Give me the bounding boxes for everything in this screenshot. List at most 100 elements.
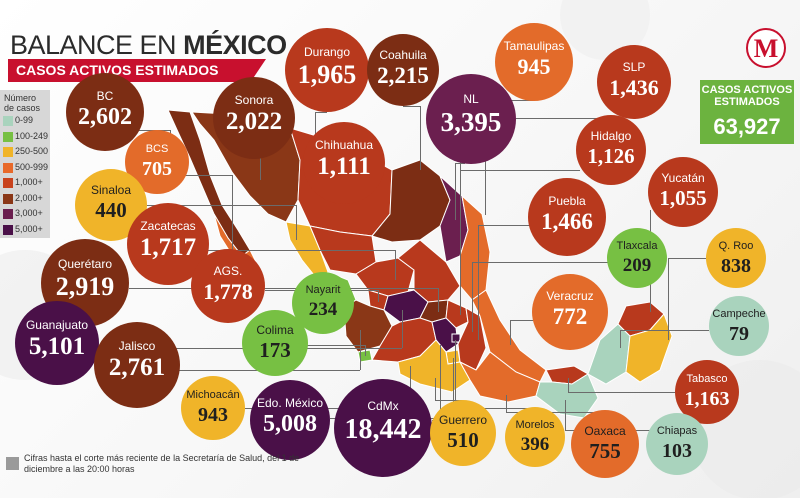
subtitle-banner: CASOS ACTIVOS ESTIMADOS: [8, 59, 266, 82]
leader-line: [420, 106, 421, 170]
state-value: 510: [447, 428, 479, 453]
state-name: Guerrero: [438, 413, 488, 428]
state-value: 3,395: [440, 107, 502, 137]
map-region-veracruz: [471, 289, 547, 383]
state-bubble: Puebla 1,466: [528, 178, 606, 256]
state-bubble: Oaxaca 755: [571, 410, 639, 478]
state-value: 1,436: [609, 74, 659, 100]
state-bubble: Tabasco 1,163: [675, 360, 739, 424]
legend-swatch: [3, 193, 13, 204]
state-bubble: Edo. México 5,008: [250, 380, 330, 460]
leader-line: [403, 106, 420, 107]
legend-label: 3,000+: [15, 208, 43, 218]
subtitle-text: CASOS ACTIVOS ESTIMADOS: [16, 62, 219, 78]
state-name: AGS.: [213, 263, 243, 278]
leader-line: [180, 175, 232, 176]
state-bubble: Hidalgo 1,126: [576, 115, 646, 185]
leader-line: [620, 330, 709, 331]
state-name: Nayarit: [305, 284, 341, 297]
state-bubble: Tamaulipas 945: [495, 23, 573, 101]
title-prefix: BALANCE EN: [10, 30, 177, 60]
state-bubble: Chihuahua 1,111: [303, 122, 385, 204]
state-name: Hidalgo: [590, 129, 632, 143]
state-value: 2,602: [78, 103, 132, 130]
state-bubble: Guanajuato 5,101: [15, 301, 99, 385]
leader-line: [435, 400, 463, 401]
state-bubble: Durango 1,965: [285, 28, 369, 112]
leader-line: [307, 345, 365, 346]
state-name: CdMx: [367, 398, 399, 413]
state-value: 18,442: [344, 413, 422, 445]
state-value: 945: [517, 53, 551, 79]
leader-line: [365, 345, 366, 356]
title-country: MÉXICO: [183, 30, 287, 60]
total-label: CASOS ACTIVOS ESTIMADOS: [701, 84, 793, 108]
leader-line: [453, 408, 535, 409]
leader-line: [565, 400, 566, 430]
legend-swatch: [3, 162, 13, 173]
leader-line: [315, 112, 327, 113]
state-name: Colima: [256, 323, 294, 338]
state-value: 1,055: [659, 186, 707, 210]
state-value: 1,778: [203, 278, 253, 304]
state-name: Sinaloa: [90, 183, 132, 198]
state-name: NL: [463, 92, 479, 106]
leader-line: [435, 378, 436, 400]
state-bubble: Jalisco 2,761: [94, 322, 180, 408]
state-bubble: Veracruz 772: [532, 274, 608, 350]
state-value: 943: [198, 403, 228, 426]
state-bubble: Q. Roo 838: [706, 228, 766, 288]
state-bubble: Colima 173: [242, 310, 308, 376]
state-name: Guanajuato: [25, 317, 89, 332]
leader-line: [440, 345, 441, 418]
state-value: 79: [729, 323, 749, 345]
state-bubble: BC 2,602: [66, 73, 144, 151]
total-box: CASOS ACTIVOS ESTIMADOS 63,927: [700, 80, 794, 144]
state-name: Durango: [303, 44, 351, 59]
state-name: Tamaulipas: [503, 38, 565, 53]
leader-line: [568, 392, 675, 393]
leader-line: [506, 395, 507, 412]
state-value: 1,717: [139, 234, 197, 262]
state-value: 103: [662, 440, 692, 463]
leader-line: [460, 170, 461, 315]
state-bubble: Yucatán 1,055: [648, 157, 718, 227]
leader-line: [438, 288, 439, 312]
state-name: Oaxaca: [584, 423, 626, 438]
footnote-marker: [6, 457, 19, 470]
leader-line: [460, 118, 615, 119]
leader-line: [668, 258, 669, 340]
legend-swatch: [3, 209, 13, 219]
legend-item: 1,000+: [0, 176, 50, 190]
state-bubble: Sonora 2,022: [213, 77, 295, 159]
state-value: 1,126: [587, 144, 635, 168]
state-value: 209: [622, 255, 652, 276]
state-value: 838: [721, 255, 751, 277]
state-name: SLP: [622, 59, 646, 74]
leader-line: [296, 205, 297, 240]
legend-item: 2,000+: [0, 192, 50, 206]
state-value: 755: [589, 438, 621, 463]
state-value: 772: [552, 304, 588, 330]
map-region-coahuila: [371, 159, 451, 243]
state-name: Yucatán: [661, 171, 705, 185]
legend-label: 100-249: [15, 130, 49, 141]
state-name: Jalisco: [118, 339, 156, 354]
legend-item: 100-249: [0, 130, 50, 144]
state-bubble: NL 3,395: [426, 74, 516, 164]
leader-line: [402, 310, 403, 348]
state-name: Tlaxcala: [616, 240, 658, 252]
logo-letter: M: [753, 34, 779, 63]
legend: Número de casos 0-99 100-249 250-500 500-99…: [0, 90, 50, 238]
brand-logo: M: [746, 28, 786, 68]
state-bubble: AGS. 1,778: [191, 249, 265, 323]
leader-line: [620, 330, 621, 348]
state-bubble: Morelos 396: [505, 407, 565, 467]
state-value: 2,215: [377, 63, 429, 89]
map-region-chiapas: [535, 373, 599, 419]
state-name: Q. Roo: [718, 240, 754, 252]
leader-line: [668, 258, 706, 259]
leader-line: [208, 250, 395, 251]
state-bubble: Michoacán 943: [181, 376, 245, 440]
